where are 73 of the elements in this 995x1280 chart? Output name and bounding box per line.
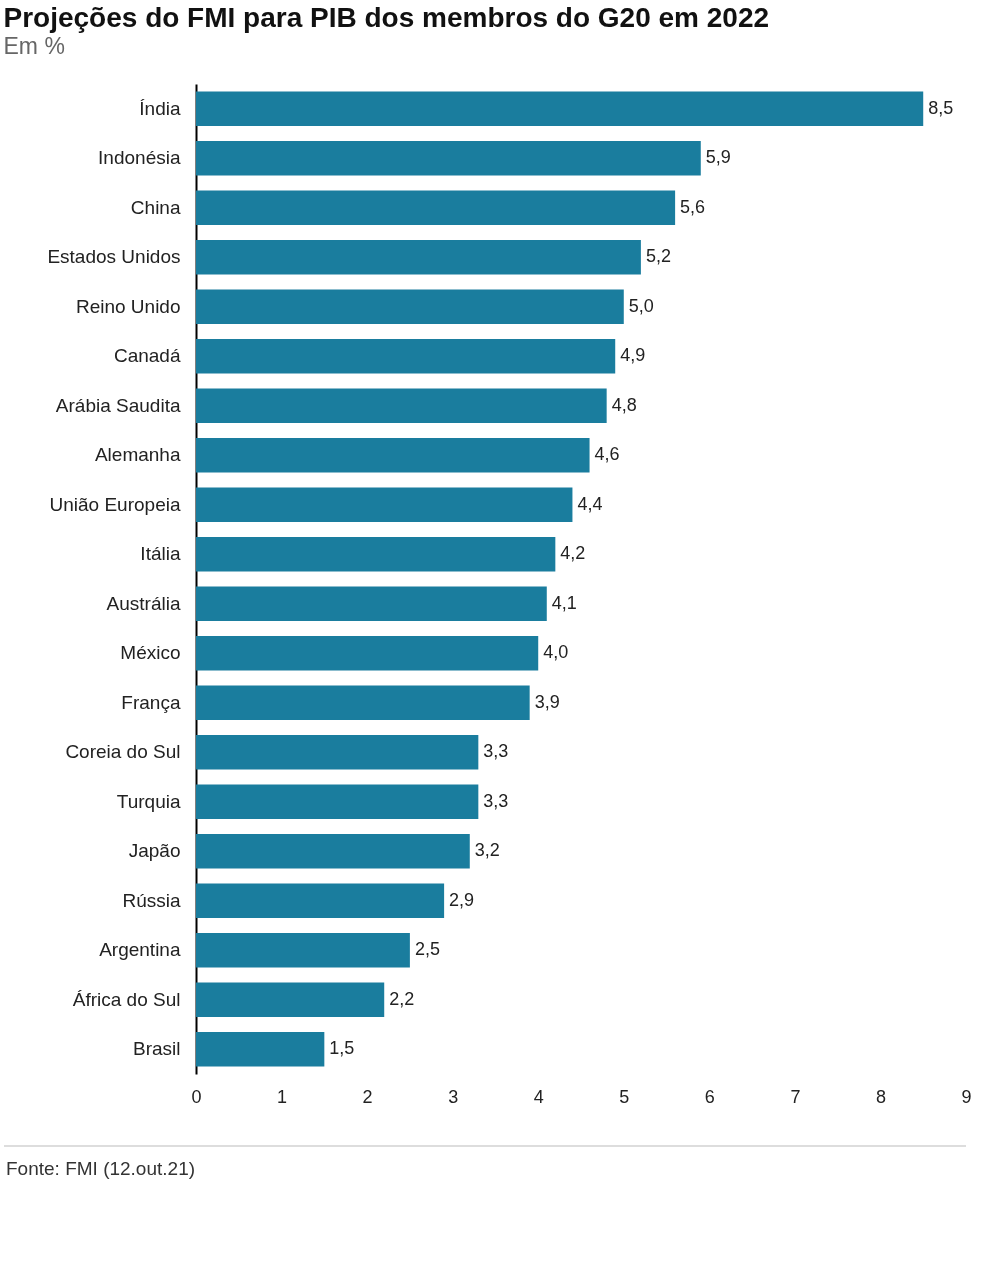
data-label: 8,5 bbox=[928, 97, 954, 118]
data-label: 3,2 bbox=[474, 840, 500, 861]
y-tick-label: Austrália bbox=[106, 592, 181, 614]
y-tick-label: França bbox=[121, 691, 181, 713]
bar bbox=[196, 190, 676, 226]
x-tick-label: 7 bbox=[790, 1086, 801, 1107]
data-label: 2,9 bbox=[449, 889, 475, 910]
x-tick-label: 6 bbox=[704, 1086, 715, 1107]
bar bbox=[196, 734, 479, 770]
y-tick-label: Argentina bbox=[99, 939, 181, 961]
y-tick-label: Indonésia bbox=[98, 147, 181, 169]
source-note: Fonte: FMI (12.out.21) bbox=[6, 1158, 196, 1179]
y-tick-label: México bbox=[120, 642, 181, 664]
bar bbox=[196, 388, 607, 424]
data-label: 3,3 bbox=[483, 741, 509, 762]
data-label: 4,8 bbox=[611, 394, 637, 415]
data-label: 4,0 bbox=[543, 642, 569, 663]
data-label: 4,9 bbox=[620, 345, 646, 366]
bar bbox=[196, 1031, 325, 1067]
y-tick-label: Reino Unido bbox=[75, 295, 181, 317]
data-label: 4,6 bbox=[594, 444, 620, 465]
y-tick-label: África do Sul bbox=[72, 988, 181, 1010]
bar bbox=[196, 635, 539, 671]
data-label: 1,5 bbox=[329, 1038, 355, 1059]
x-tick-label: 8 bbox=[875, 1086, 886, 1107]
bar bbox=[196, 536, 556, 572]
x-tick-label: 2 bbox=[362, 1086, 373, 1107]
data-label: 5,2 bbox=[645, 246, 671, 267]
y-tick-label: Alemanha bbox=[94, 444, 181, 466]
y-tick-label: União Europeia bbox=[49, 493, 181, 515]
data-label: 5,6 bbox=[680, 196, 706, 217]
bar bbox=[196, 833, 470, 869]
y-tick-label: Estados Unidos bbox=[47, 246, 181, 268]
y-tick-label: Brasil bbox=[132, 1038, 181, 1060]
y-tick-label: China bbox=[130, 196, 181, 218]
bar bbox=[196, 487, 573, 523]
y-tick-label: Turquia bbox=[116, 790, 181, 812]
bar bbox=[196, 982, 385, 1018]
y-tick-label: Índia bbox=[139, 97, 181, 119]
bar bbox=[196, 883, 445, 919]
x-tick-label: 3 bbox=[448, 1086, 459, 1107]
y-tick-label: Arábia Saudita bbox=[55, 394, 181, 416]
x-tick-label: 0 bbox=[191, 1086, 202, 1107]
data-label: 3,9 bbox=[534, 691, 560, 712]
bar bbox=[196, 91, 924, 127]
data-label: 5,0 bbox=[628, 295, 654, 316]
x-tick-label: 1 bbox=[277, 1086, 288, 1107]
bar bbox=[196, 784, 479, 820]
x-tick-label: 9 bbox=[961, 1086, 972, 1107]
chart-title: Projeções do FMI para PIB dos membros do G20 em 2022 bbox=[3, 2, 770, 33]
bar bbox=[196, 338, 616, 374]
bar bbox=[196, 685, 530, 721]
data-label: 4,1 bbox=[551, 592, 577, 613]
data-label: 4,4 bbox=[577, 493, 603, 514]
y-tick-label: Coreia do Sul bbox=[65, 741, 181, 763]
data-label: 4,2 bbox=[560, 543, 586, 564]
y-tick-label: Canadá bbox=[113, 345, 181, 367]
bar bbox=[196, 932, 410, 968]
bar bbox=[196, 289, 624, 325]
x-tick-label: 5 bbox=[619, 1086, 630, 1107]
bar bbox=[196, 140, 701, 176]
y-tick-label: Japão bbox=[128, 840, 181, 862]
data-label: 3,3 bbox=[483, 790, 509, 811]
chart-subtitle: Em % bbox=[3, 33, 65, 59]
data-label: 2,5 bbox=[414, 939, 440, 960]
y-tick-label: Rússia bbox=[122, 889, 181, 911]
bar bbox=[196, 586, 547, 622]
bar bbox=[196, 239, 641, 275]
y-tick-label: Itália bbox=[140, 543, 181, 565]
data-label: 5,9 bbox=[705, 147, 731, 168]
bar bbox=[196, 437, 590, 473]
x-tick-label: 4 bbox=[533, 1086, 544, 1107]
data-label: 2,2 bbox=[389, 988, 415, 1009]
